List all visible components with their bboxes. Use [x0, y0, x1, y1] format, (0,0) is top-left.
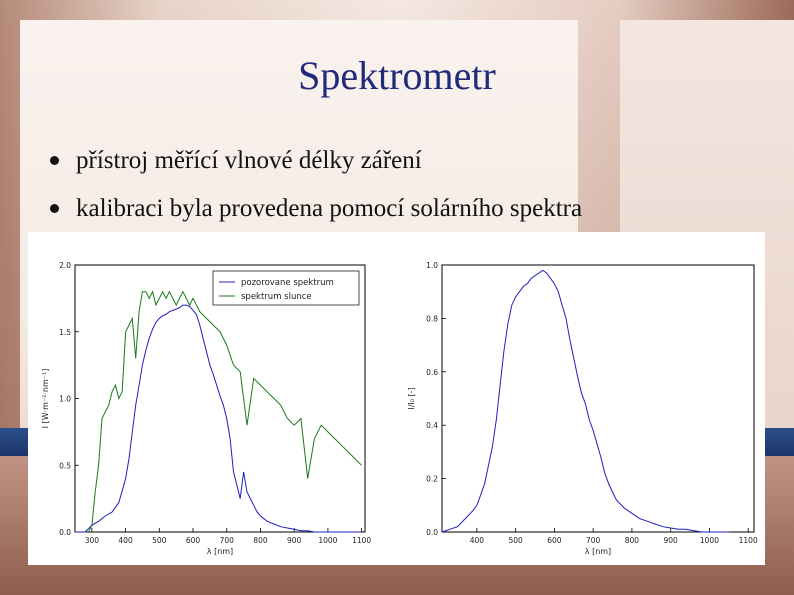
x-axis-label: λ [nm] [585, 547, 611, 556]
y-axis-label: I [W·m⁻²·nm⁻¹] [41, 369, 50, 429]
y-tick-label: 1.0 [59, 395, 71, 404]
x-tick-label: 800 [625, 536, 640, 545]
legend-entry: pozorovane spektrum [241, 278, 334, 288]
chart-image: 300 400 500 600 700 800 900 1000 1100 0.0 0.5 1.0 1.… [28, 232, 765, 565]
bullet-list: přístroj měřící vlnové délky záření kali… [50, 140, 582, 236]
x-tick-label: 1000 [318, 536, 337, 545]
legend-box [212, 270, 360, 306]
series-line-0 [441, 269, 729, 533]
y-tick-label: 0.8 [426, 314, 438, 323]
x-axis-label: λ [nm] [207, 547, 233, 556]
x-tick-label: 600 [547, 536, 562, 545]
x-tick-label: 300 [85, 536, 100, 545]
bullet-item: přístroj měřící vlnové délky záření [50, 140, 582, 188]
x-tick-label: 700 [586, 536, 601, 545]
x-tick-label: 400 [118, 536, 133, 545]
spectrum-chart: 300 400 500 600 700 800 900 1000 1100 0.0 0.5 1.0 1.… [41, 261, 371, 556]
x-tick-label: 1000 [700, 536, 719, 545]
relative-intensity-chart: 400 500 600 700 800 900 1000 1100 0.0 0.2 0.4 0.6 0.… [407, 261, 758, 556]
x-tick-label: 900 [664, 536, 679, 545]
x-tick-label: 600 [186, 536, 201, 545]
y-tick-label: 0.0 [426, 528, 438, 537]
x-tick-label: 800 [253, 536, 268, 545]
bullet-dot-icon [50, 156, 59, 165]
y-tick-label: 0.2 [426, 475, 438, 484]
slide-title: Spektrometr [298, 53, 496, 98]
bullet-dot-icon [50, 204, 59, 213]
y-tick-label: 2.0 [59, 261, 71, 270]
x-tick-label: 500 [508, 536, 523, 545]
series-line-0 [75, 304, 362, 533]
y-tick-label: 0.6 [426, 368, 438, 377]
y-tick-label: 0.4 [426, 421, 438, 430]
x-tick-label: 1100 [352, 536, 371, 545]
y-tick-label: 0.0 [59, 528, 71, 537]
x-tick-label: 500 [152, 536, 167, 545]
bullet-text: přístroj měřící vlnové délky záření [76, 147, 422, 174]
y-tick-label: 1.0 [426, 261, 438, 270]
y-tick-label: 0.5 [59, 461, 71, 470]
plot-area [441, 264, 755, 533]
y-axis-label: I/I₀ [-] [407, 387, 416, 409]
x-tick-label: 400 [470, 536, 485, 545]
bullet-text: kalibraci byla provedena pomocí solárníh… [76, 195, 583, 222]
x-tick-label: 700 [220, 536, 235, 545]
legend-entry: spektrum slunce [241, 292, 312, 302]
y-tick-label: 1.5 [59, 328, 71, 337]
bullet-item: kalibraci byla provedena pomocí solárníh… [50, 188, 582, 236]
x-tick-label: 900 [287, 536, 302, 545]
x-tick-label: 1100 [739, 536, 758, 545]
series-line-1 [88, 290, 362, 533]
